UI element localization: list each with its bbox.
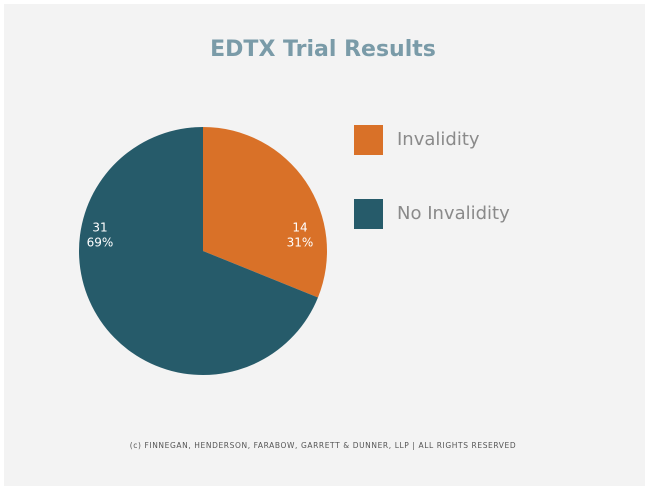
legend-swatch xyxy=(354,199,383,229)
percentage-label: 31% xyxy=(287,236,314,250)
legend-swatch xyxy=(354,125,383,155)
percentage-label: 69% xyxy=(87,236,114,250)
chart-title: EDTX Trial Results xyxy=(210,37,436,62)
legend-label: No Invalidity xyxy=(397,203,510,224)
data-label: 31 xyxy=(92,221,107,235)
data-label: 14 xyxy=(292,221,307,235)
pie-slice xyxy=(203,127,327,298)
legend-label: Invalidity xyxy=(397,129,480,150)
pie-slice xyxy=(78,127,318,375)
footer: (c) FINNEGAN, HENDERSON, FARABOW, GARRET… xyxy=(130,441,517,450)
